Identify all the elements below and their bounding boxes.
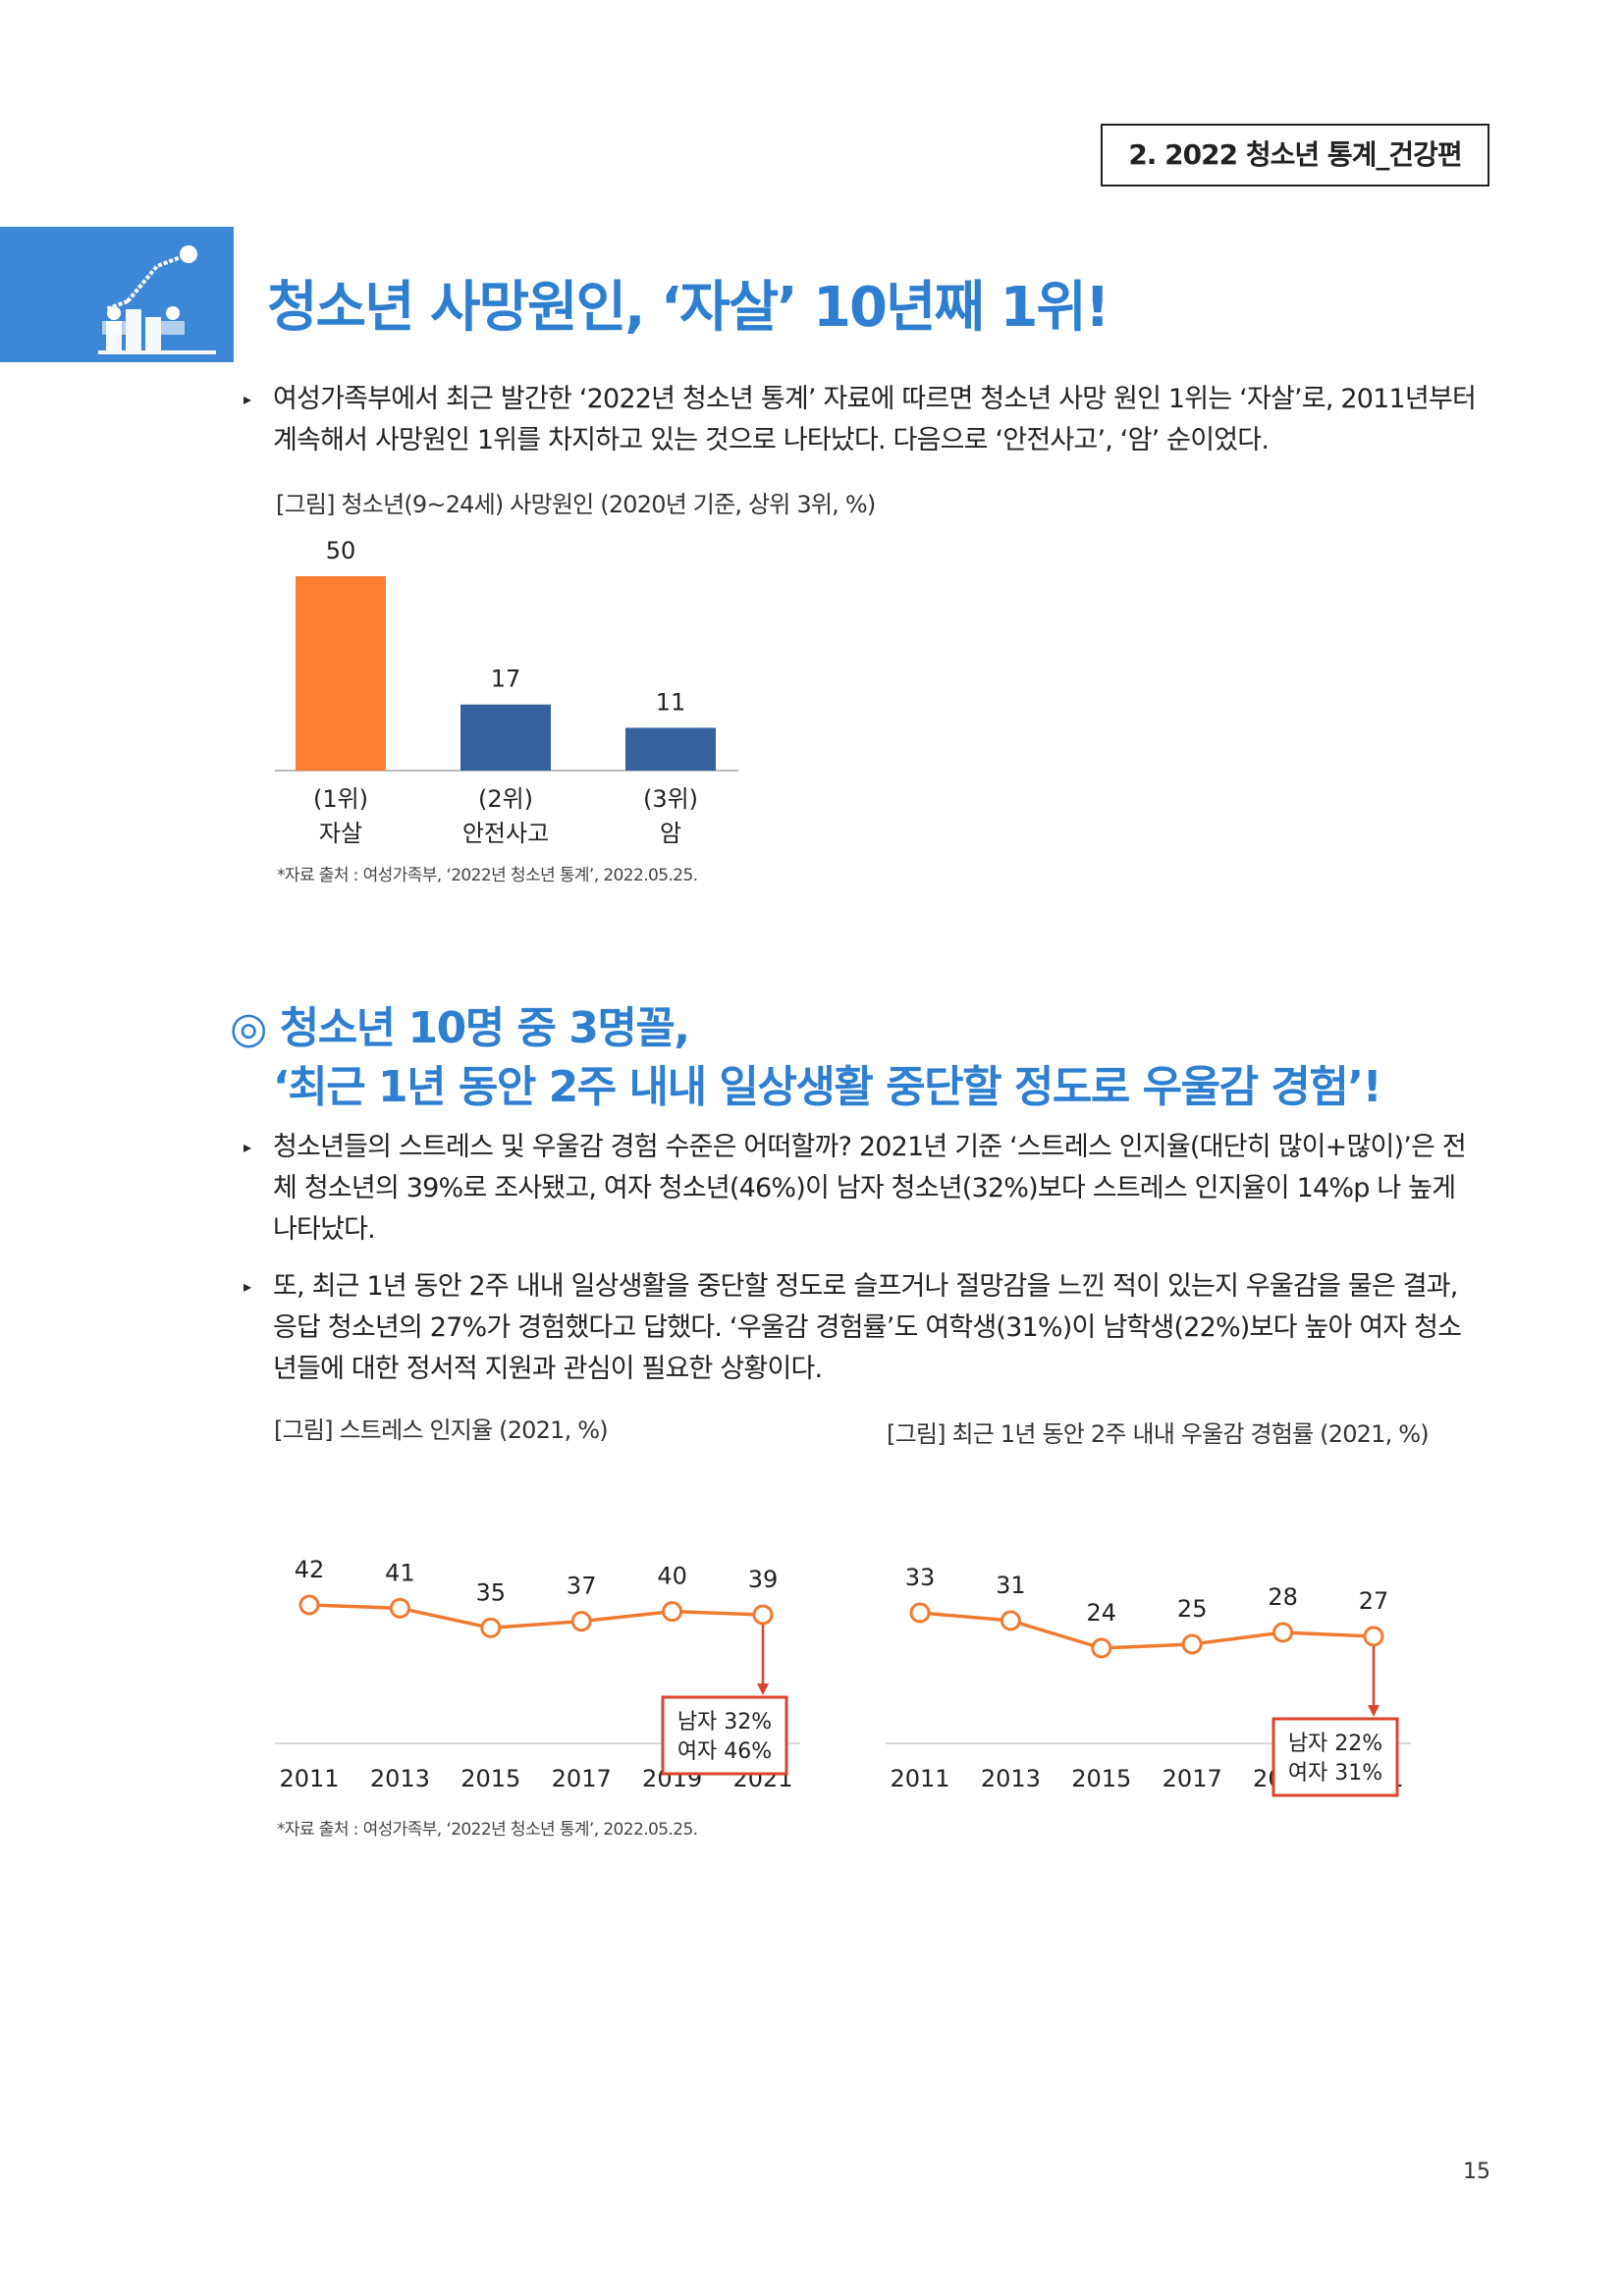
stress-xtick-2015: 2015 <box>460 1765 520 1792</box>
depression-value-label-2013: 31 <box>996 1572 1026 1599</box>
section1-paragraph: ▸ 여성가족부에서 최근 발간한 ‘2022년 청소년 통계’ 자료에 따르면 … <box>243 379 1483 461</box>
stress-series-line <box>308 1603 764 1630</box>
section1-paragraph-text: 여성가족부에서 최근 발간한 ‘2022년 청소년 통계’ 자료에 따르면 청소… <box>273 384 1477 455</box>
bar-rank-label-1: (1위) <box>313 785 368 813</box>
stress-value-label-2015: 35 <box>476 1578 507 1606</box>
depression-value-label-2019: 28 <box>1268 1583 1298 1611</box>
bar-value-label-3: 11 <box>656 688 686 716</box>
depression-callout-box <box>1271 1717 1399 1797</box>
bar-1 <box>296 576 386 771</box>
bar-category-label-1: 자살 <box>319 820 362 847</box>
stress-point-2013 <box>389 1597 410 1619</box>
stress-xtick-2017: 2017 <box>552 1765 612 1792</box>
figure-caption-2: [그림] 스트레스 인지율 (2021, %) <box>274 1416 609 1444</box>
depression-value-label-2011: 33 <box>905 1564 936 1591</box>
depression-value-label-2017: 25 <box>1177 1595 1208 1623</box>
stress-point-2019 <box>662 1601 683 1623</box>
stress-value-label-2013: 41 <box>385 1559 415 1586</box>
bar-2 <box>460 704 551 771</box>
stress-value-label-2021: 39 <box>748 1566 779 1593</box>
bar-category-label-2: 안전사고 <box>462 820 549 847</box>
depression-point-2019 <box>1272 1622 1294 1643</box>
stress-callout-box <box>661 1695 788 1776</box>
section2-paragraph1: ▸ 청소년들의 스트레스 및 우울감 경험 수준은 어떠할까? 2021년 기준… <box>243 1127 1483 1251</box>
stress-value-label-2019: 40 <box>657 1563 687 1590</box>
section2-paragraph2-text: 또, 최근 1년 동안 2주 내내 일상생활을 중단할 정도로 슬프거나 절망감… <box>273 1271 1462 1384</box>
depression-point-2011 <box>909 1602 931 1624</box>
bullet-icon: ▸ <box>243 1277 251 1296</box>
depression-callout-arrow-head <box>1368 1705 1380 1717</box>
stress-callout-line2: 여자 46% <box>677 1739 772 1764</box>
depression-point-2015 <box>1091 1637 1112 1659</box>
stress-value-label-2017: 37 <box>567 1573 597 1600</box>
stress-callout-line1: 남자 32% <box>677 1710 772 1735</box>
depression-xtick-2017: 2017 <box>1163 1765 1222 1792</box>
bar-rank-label-3: (3위) <box>643 785 698 813</box>
stress-xtick-2013: 2013 <box>370 1765 430 1792</box>
section-tag: 2. 2022 청소년 통계_건강편 <box>1101 124 1489 187</box>
depression-callout-line2: 여자 31% <box>1288 1761 1382 1786</box>
bar-value-label-1: 50 <box>326 537 356 564</box>
bullet-icon: ▸ <box>243 1138 251 1156</box>
page-number: 15 <box>1463 2160 1490 2184</box>
main-title: 청소년 사망원인, ‘자살’ 10년째 1위! <box>267 276 1109 340</box>
title-icon-block <box>0 227 234 362</box>
chart-people-icon <box>98 245 216 354</box>
depression-xtick-2013: 2013 <box>981 1765 1041 1792</box>
depression-xtick-2011: 2011 <box>890 1765 949 1792</box>
stress-xtick-2011: 2011 <box>279 1765 339 1792</box>
stress-point-2017 <box>570 1611 592 1632</box>
depression-xtick-2015: 2015 <box>1071 1765 1131 1792</box>
bullet-icon: ▸ <box>243 390 251 408</box>
source-note-1: *자료 출처 : 여성가족부, ‘2022년 청소년 통계’, 2022.05.… <box>277 866 698 885</box>
depression-value-label-2021: 27 <box>1359 1587 1389 1615</box>
depression-value-label-2015: 24 <box>1087 1599 1117 1627</box>
source-note-2: *자료 출처 : 여성가족부, ‘2022년 청소년 통계’, 2022.05.… <box>277 1820 698 1840</box>
section2-title-line1: ◎ 청소년 10명 중 3명꼴, <box>230 1003 690 1053</box>
section2-title-line2: ‘최근 1년 동안 2주 내내 일상생활 중단할 정도로 우울감 경험’! <box>273 1062 1382 1112</box>
depression-point-2017 <box>1181 1633 1203 1655</box>
bar-category-label-3: 암 <box>660 820 681 847</box>
depression-point-2021 <box>1363 1626 1384 1647</box>
death-cause-bar-chart: 50 (1위) 자살 17 (2위) 안전사고 11 (3위) 암 <box>275 537 738 847</box>
stress-callout-arrow-head <box>757 1683 769 1695</box>
depression-point-2013 <box>1000 1610 1021 1631</box>
stress-point-2021 <box>752 1604 774 1626</box>
stress-point-2011 <box>298 1594 320 1616</box>
depression-line-chart: 332011312013242015252017282019272021남자 2… <box>886 1564 1411 1797</box>
bar-3 <box>625 727 716 771</box>
figure-caption-1: [그림] 청소년(9~24세) 사망원인 (2020년 기준, 상위 3위, %… <box>276 491 876 518</box>
section2-paragraph1-text: 청소년들의 스트레스 및 우울감 경험 수준은 어떠할까? 2021년 기준 ‘… <box>273 1132 1467 1245</box>
depression-callout-line1: 남자 22% <box>1288 1732 1382 1756</box>
depression-series-line <box>919 1611 1375 1650</box>
bar-value-label-2: 17 <box>491 666 521 693</box>
bar-rank-label-2: (2위) <box>478 785 533 813</box>
stress-value-label-2011: 42 <box>295 1556 325 1583</box>
stress-point-2015 <box>480 1617 502 1638</box>
figure-caption-3: [그림] 최근 1년 동안 2주 내내 우울감 경험률 (2021, %) <box>887 1420 1430 1448</box>
section2-paragraph2: ▸ 또, 최근 1년 동안 2주 내내 일상생활을 중단할 정도로 슬프거나 절… <box>243 1266 1483 1390</box>
